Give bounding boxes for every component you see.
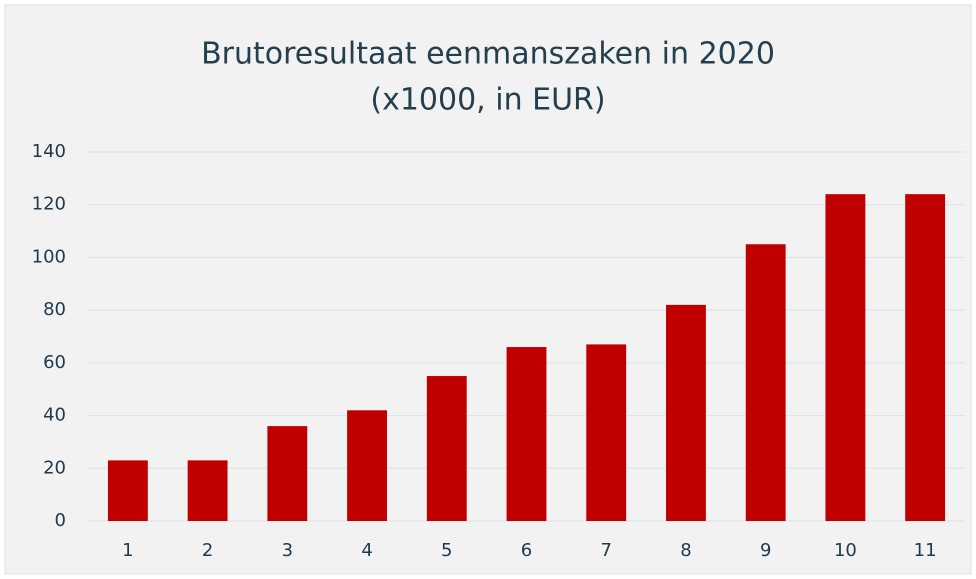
bar <box>506 347 547 521</box>
y-tick-label: 120 <box>32 194 66 215</box>
chart-subtitle: (x1000, in EUR) <box>370 83 605 118</box>
x-tick-label: 1 <box>122 540 133 561</box>
y-tick-label: 100 <box>32 246 66 267</box>
bar <box>905 194 946 521</box>
x-tick-label: 11 <box>914 540 937 561</box>
x-tick-label: 3 <box>282 540 293 561</box>
y-tick-label: 80 <box>43 299 66 320</box>
x-tick-label: 10 <box>834 540 857 561</box>
y-tick-label: 60 <box>43 352 66 373</box>
bar <box>347 410 387 521</box>
chart-background <box>4 4 972 575</box>
bar <box>267 426 308 521</box>
x-tick-label: 6 <box>521 540 532 561</box>
bar <box>666 304 706 521</box>
chart-title: Brutoresultaat eenmanszaken in 2020 <box>201 37 775 72</box>
x-tick-label: 9 <box>760 540 771 561</box>
x-tick-label: 5 <box>441 540 452 561</box>
bar <box>745 244 786 521</box>
bar <box>825 194 866 521</box>
bar <box>586 344 627 521</box>
bar <box>426 376 467 521</box>
x-tick-label: 2 <box>202 540 213 561</box>
y-tick-label: 20 <box>43 457 66 478</box>
y-tick-label: 140 <box>32 141 66 162</box>
x-tick-label: 8 <box>680 540 691 561</box>
x-tick-label: 7 <box>601 540 612 561</box>
bar <box>107 460 148 521</box>
x-tick-label: 4 <box>361 540 372 561</box>
bar <box>187 460 228 521</box>
y-tick-label: 0 <box>55 510 66 531</box>
y-tick-label: 40 <box>43 405 66 426</box>
